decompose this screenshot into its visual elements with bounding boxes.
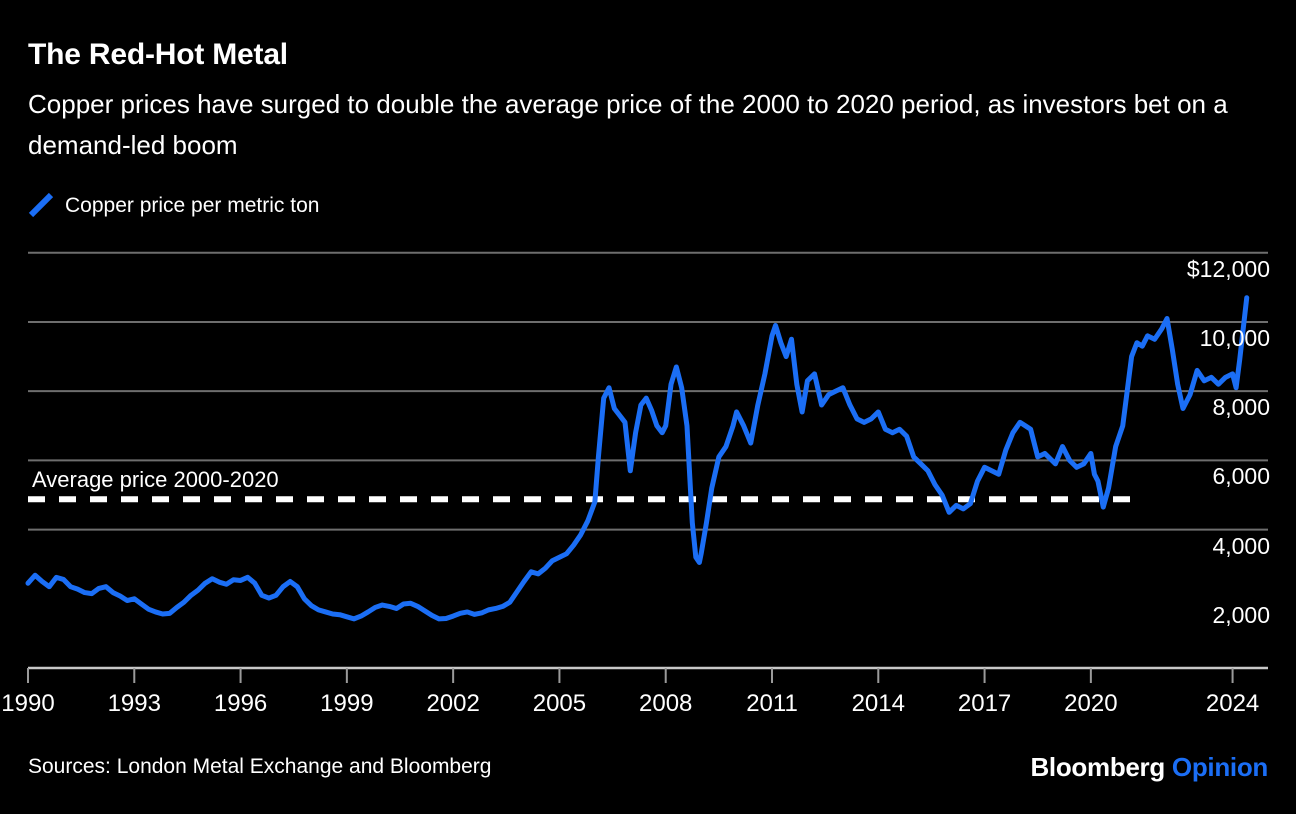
- y-axis-label: 4,000: [1212, 532, 1270, 559]
- x-axis-label: 2005: [532, 690, 587, 717]
- chart-source-note: Sources: London Metal Exchange and Bloom…: [28, 755, 492, 778]
- x-axis-label: 1993: [107, 690, 161, 717]
- brand-secondary-text: Opinion: [1164, 752, 1268, 782]
- y-axis-label: 6,000: [1212, 463, 1270, 490]
- x-axis-label: 2008: [639, 690, 693, 717]
- brand-primary-text: Bloomberg: [1030, 752, 1165, 782]
- page-title: The Red-Hot Metal: [28, 38, 288, 71]
- y-axis-label: 10,000: [1199, 324, 1270, 351]
- chart-legend: Copper price per metric ton: [28, 192, 319, 218]
- x-axis-label: 2017: [957, 690, 1012, 717]
- x-axis-label: 2024: [1205, 690, 1260, 717]
- x-axis-label: 2002: [426, 690, 480, 717]
- page-subtitle: Copper prices have surged to double the …: [28, 89, 1228, 160]
- y-axis-label: $12,000: [1186, 255, 1270, 282]
- y-axis-label: 8,000: [1212, 394, 1270, 421]
- x-axis-label: 1996: [213, 690, 268, 717]
- legend-item-label: Copper price per metric ton: [65, 193, 320, 217]
- bloomberg-opinion-logo: Bloomberg Opinion: [1030, 752, 1268, 783]
- y-axis-label: 2,000: [1212, 601, 1270, 628]
- x-axis-label: 2020: [1064, 690, 1118, 717]
- average-price-annotation-label: Average price 2000-2020: [32, 467, 279, 493]
- x-axis-label: 1990: [1, 690, 55, 717]
- diagonal-line-icon: [28, 192, 54, 218]
- x-axis-label: 2014: [851, 690, 905, 717]
- x-axis-label: 2011: [746, 690, 798, 717]
- x-axis-label: 1999: [320, 690, 374, 717]
- series-line-copper-price: [25, 295, 1250, 622]
